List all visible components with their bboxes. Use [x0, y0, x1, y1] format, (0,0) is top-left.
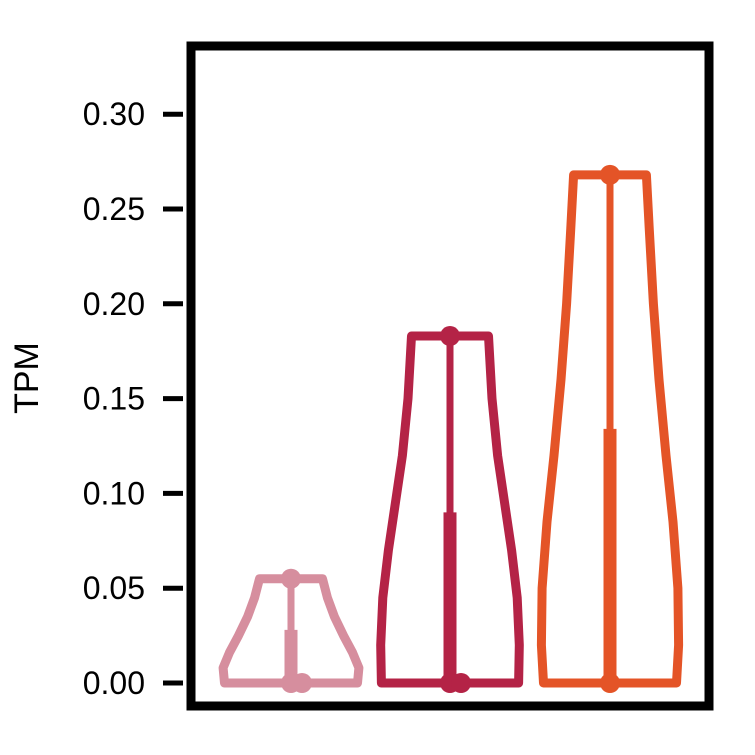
y-axis-label: TPM	[8, 342, 46, 414]
y-axis: 0.00 0.05 0.10 0.15 0.20 0.25 0.30	[83, 96, 183, 701]
violin-outline	[218, 574, 364, 688]
plot-frame	[186, 41, 714, 711]
violin-outline	[536, 170, 684, 688]
y-tick-label: 0.00	[83, 665, 145, 701]
y-tick-label: 0.10	[83, 475, 145, 511]
violin-group	[376, 326, 524, 693]
y-tick-label: 0.20	[83, 286, 145, 322]
data-point	[292, 673, 312, 693]
y-tick-label: 0.25	[83, 191, 145, 227]
violin-outline	[376, 331, 524, 688]
data-point	[600, 673, 620, 693]
violin-group	[218, 568, 364, 693]
data-point	[600, 164, 620, 185]
y-tick-label: 0.30	[83, 96, 145, 132]
data-point	[451, 673, 471, 693]
y-tick-label: 0.15	[83, 381, 145, 417]
violin-group	[536, 164, 684, 693]
y-tick-label: 0.05	[83, 570, 145, 606]
data-point	[281, 568, 301, 589]
violins	[218, 164, 684, 693]
data-point	[440, 326, 460, 347]
